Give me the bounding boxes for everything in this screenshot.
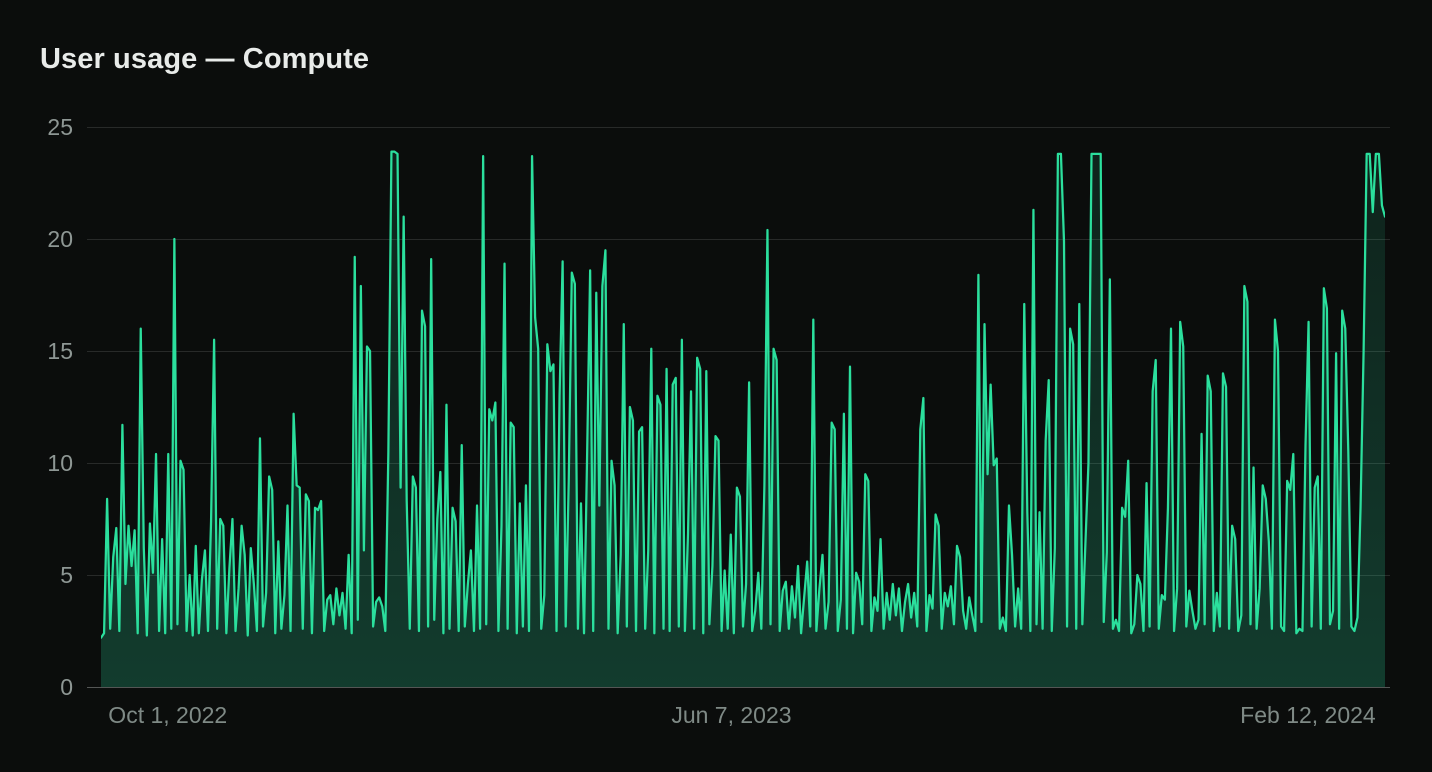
y-gridline xyxy=(87,238,1390,240)
x-tick-label: Oct 1, 2022 xyxy=(108,702,228,728)
x-axis-line xyxy=(87,686,1390,688)
y-tick-label: 25 xyxy=(47,114,73,140)
y-gridline xyxy=(87,126,1390,128)
chart-title: User usage — Compute xyxy=(40,43,370,75)
x-tick-label: Jun 7, 2023 xyxy=(671,702,792,728)
usage-series-svg xyxy=(101,150,1385,687)
y-gridline xyxy=(87,350,1390,352)
y-tick-label: 5 xyxy=(60,562,73,588)
y-tick-label: 20 xyxy=(47,226,73,252)
y-gridline xyxy=(87,462,1390,464)
y-tick-label: 15 xyxy=(47,338,73,364)
x-tick-label: Feb 12, 2024 xyxy=(1240,702,1376,728)
usage-line xyxy=(101,150,1385,639)
y-tick-label: 0 xyxy=(60,674,73,700)
y-tick-label: 10 xyxy=(47,450,73,476)
